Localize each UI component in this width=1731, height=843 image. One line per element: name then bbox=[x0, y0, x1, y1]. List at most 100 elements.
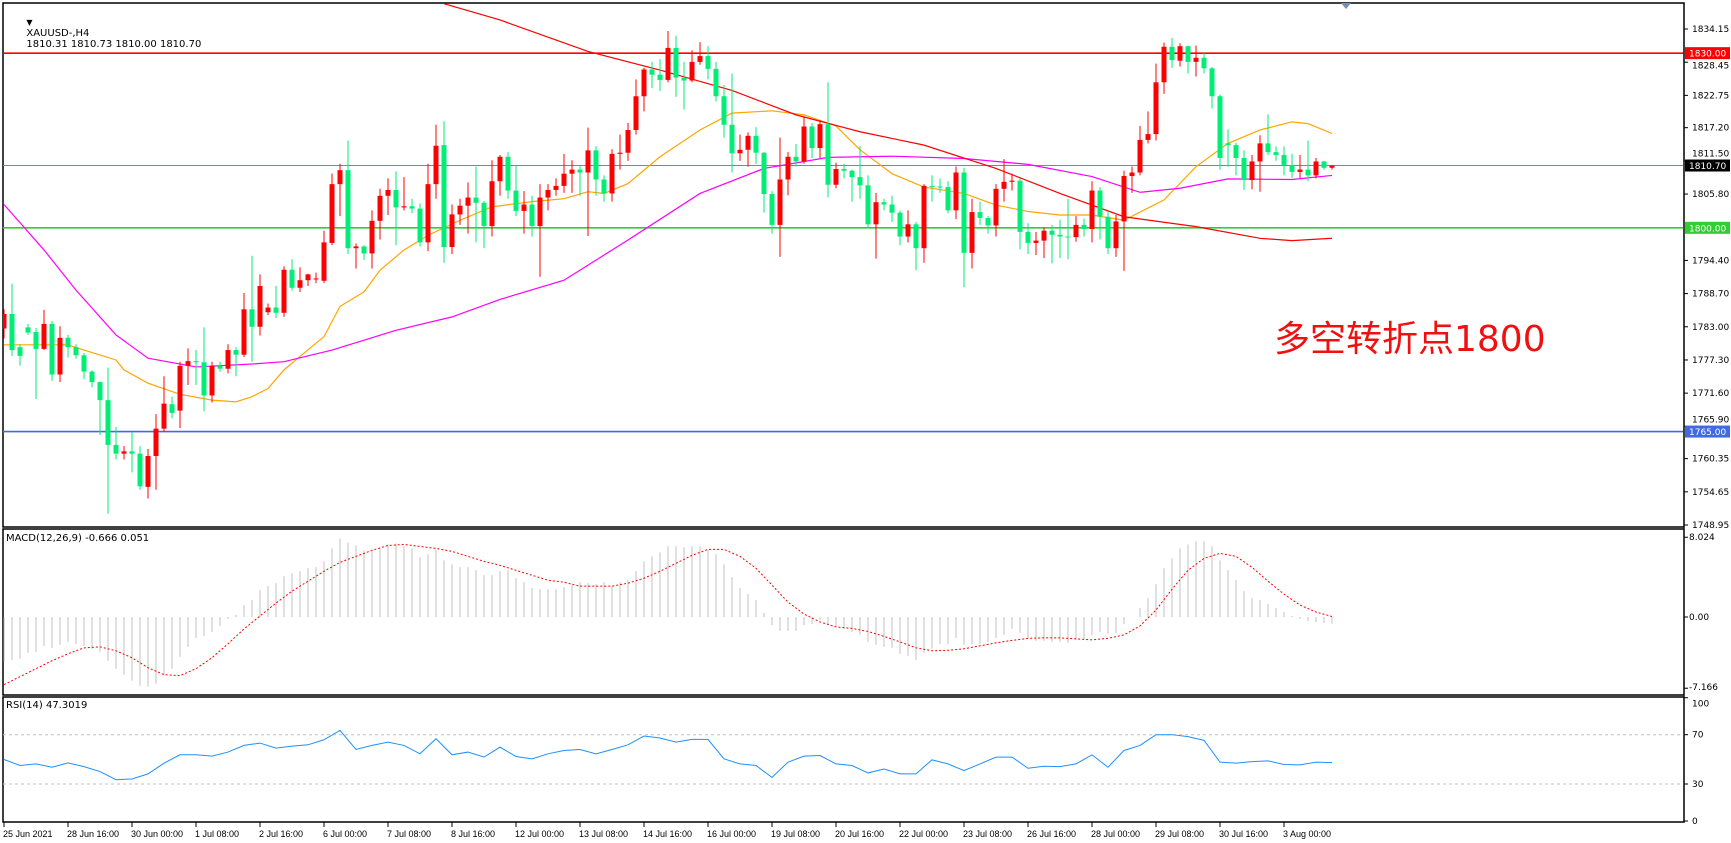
candle-body bbox=[1121, 175, 1127, 222]
candle bbox=[657, 58, 663, 91]
candle-body bbox=[249, 309, 255, 327]
candle bbox=[137, 446, 143, 490]
candle-body bbox=[81, 355, 87, 372]
candle bbox=[1305, 140, 1311, 182]
candle-body bbox=[809, 126, 815, 149]
time-tick-label: 16 Jul 00:00 bbox=[707, 829, 756, 839]
candle bbox=[913, 221, 919, 271]
candle bbox=[209, 361, 215, 403]
time-tick-label: 19 Jul 08:00 bbox=[771, 829, 820, 839]
rsi-pane bbox=[2, 696, 1685, 823]
candle-body bbox=[953, 172, 959, 211]
candle-body bbox=[1297, 169, 1303, 172]
candle bbox=[753, 127, 759, 164]
candle-body bbox=[265, 307, 271, 313]
candle bbox=[945, 181, 951, 214]
macd-tick-label: 8.024 bbox=[1689, 533, 1715, 543]
candle-body bbox=[601, 179, 607, 194]
candle bbox=[537, 184, 543, 277]
candle bbox=[721, 85, 727, 138]
candle bbox=[257, 274, 263, 336]
candle bbox=[377, 188, 383, 240]
candle-body bbox=[97, 382, 103, 401]
candle bbox=[3, 309, 7, 339]
candle bbox=[297, 267, 303, 292]
time-tick-label: 1 Jul 08:00 bbox=[195, 829, 239, 839]
candle-body bbox=[721, 96, 727, 125]
candle-body bbox=[825, 124, 831, 185]
time-tick-label: 14 Jul 16:00 bbox=[643, 829, 692, 839]
candle bbox=[705, 46, 711, 80]
candle-body bbox=[873, 202, 879, 225]
candle-body bbox=[593, 150, 599, 180]
candle-body bbox=[193, 361, 199, 363]
candle bbox=[145, 449, 151, 499]
candle-body bbox=[945, 187, 951, 211]
candle bbox=[865, 175, 871, 228]
price-tick-label: 1765.90 bbox=[1692, 415, 1729, 425]
price-tick-label: 1794.40 bbox=[1692, 256, 1729, 266]
candle bbox=[1001, 159, 1007, 202]
candle bbox=[681, 61, 687, 110]
candle-body bbox=[1321, 161, 1327, 168]
annotation-text[interactable]: 多空转折点1800 bbox=[1274, 319, 1546, 360]
candle-body bbox=[969, 212, 975, 253]
candle-body bbox=[1113, 221, 1119, 249]
chart-header: ▼ XAUUSD-,H4 1810.31 1810.73 1810.00 181… bbox=[20, 6, 201, 50]
candle bbox=[929, 175, 935, 202]
candle bbox=[793, 143, 799, 167]
candle bbox=[289, 259, 295, 291]
candle-body bbox=[905, 224, 911, 237]
candle-body bbox=[1017, 180, 1023, 232]
macd-title: MACD(12,26,9) -0.666 0.051 bbox=[6, 533, 150, 544]
candle-body bbox=[473, 197, 479, 203]
time-tick-label: 7 Jul 08:00 bbox=[387, 829, 431, 839]
candle-body bbox=[1025, 231, 1031, 243]
price-tag-label: 1765.00 bbox=[1689, 428, 1726, 438]
candle bbox=[713, 61, 719, 102]
candle-body bbox=[929, 185, 935, 187]
candle-body bbox=[833, 169, 839, 185]
candle bbox=[1033, 231, 1039, 256]
candle bbox=[577, 166, 583, 196]
candle bbox=[465, 182, 471, 234]
candle-body bbox=[41, 323, 47, 349]
main-pane bbox=[2, 2, 1685, 528]
price-tick-label: 1828.45 bbox=[1692, 62, 1729, 72]
candle bbox=[113, 426, 119, 460]
macd-tick-label: -7.166 bbox=[1689, 683, 1718, 693]
candle-body bbox=[105, 400, 111, 445]
collapse-triangle-icon[interactable]: ▼ bbox=[26, 18, 33, 27]
candle-body bbox=[1249, 161, 1255, 181]
candle bbox=[497, 155, 503, 196]
candle bbox=[33, 327, 39, 399]
candle bbox=[1049, 224, 1055, 264]
candle bbox=[1185, 45, 1191, 74]
candle-body bbox=[1273, 152, 1279, 156]
candle bbox=[185, 348, 191, 385]
candle bbox=[249, 255, 255, 362]
candle bbox=[729, 73, 735, 173]
candle-body bbox=[217, 365, 223, 369]
candle bbox=[1257, 135, 1263, 192]
candle-body bbox=[425, 184, 431, 243]
candle-body bbox=[1313, 161, 1319, 176]
candle-body bbox=[49, 323, 55, 375]
candle bbox=[273, 286, 279, 319]
candle bbox=[225, 344, 231, 374]
candle bbox=[329, 173, 335, 246]
candle-body bbox=[129, 451, 135, 454]
candle-body bbox=[1305, 169, 1311, 176]
candle bbox=[409, 198, 415, 214]
price-tick-label: 1788.70 bbox=[1692, 290, 1729, 300]
candle bbox=[1009, 173, 1015, 191]
chart-shift-icon bbox=[1341, 3, 1351, 9]
candle bbox=[761, 152, 767, 213]
candle bbox=[441, 121, 447, 263]
candle bbox=[1065, 198, 1071, 260]
candle bbox=[177, 361, 183, 429]
candle-body bbox=[1177, 46, 1183, 61]
candle-body bbox=[337, 170, 343, 185]
price-tick-label: 1811.50 bbox=[1692, 149, 1729, 159]
